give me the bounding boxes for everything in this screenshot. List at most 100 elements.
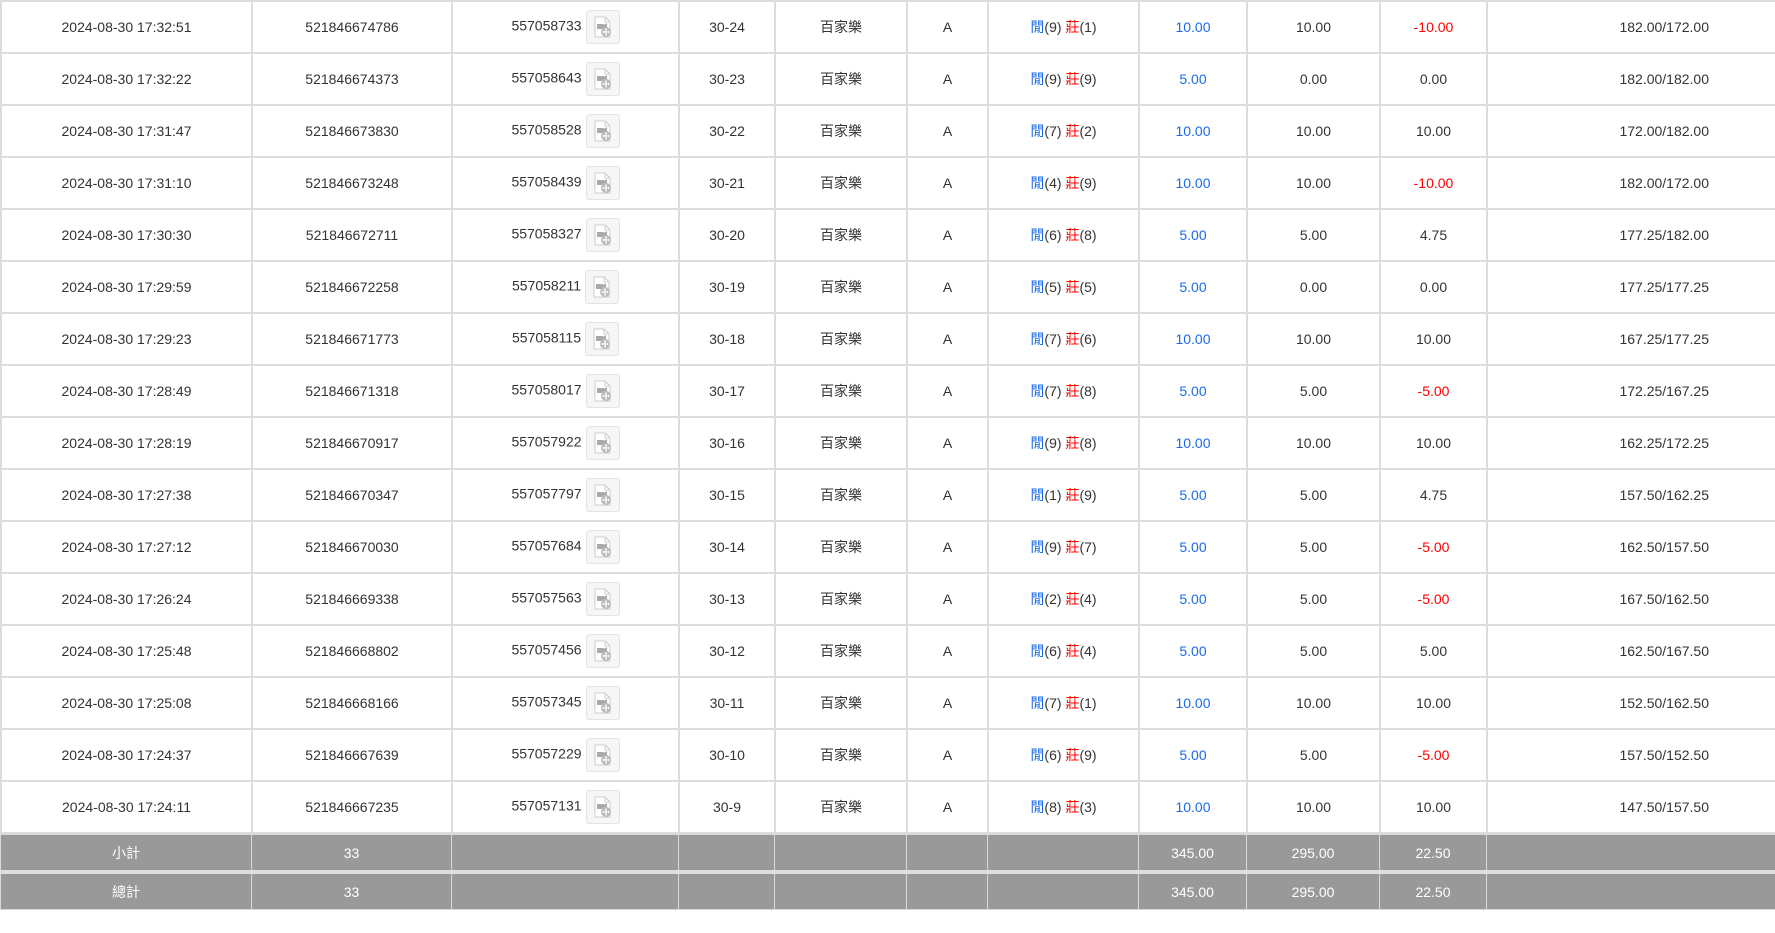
table-name: A: [906, 260, 989, 314]
banker-label: 莊: [1065, 487, 1080, 503]
bet-id: 521846670917: [251, 416, 453, 470]
round-id: 557058211: [451, 260, 680, 314]
balance-before-after: 162.25/172.25: [1486, 416, 1775, 470]
video-file-icon[interactable]: [585, 582, 620, 616]
game-type: 百家樂: [774, 364, 908, 418]
game-type: 百家樂: [774, 728, 908, 782]
subtotal-valid: 295.00: [1246, 834, 1380, 874]
shoe-round: 30-20: [678, 208, 776, 262]
bet-amount[interactable]: 5.00: [1138, 572, 1248, 626]
bet-id: 521846674373: [251, 52, 453, 106]
player-label: 閒: [1030, 71, 1045, 87]
video-file-icon[interactable]: [585, 530, 620, 564]
bet-id: 521846671773: [251, 312, 453, 366]
video-file-icon[interactable]: [585, 322, 620, 356]
bet-id: 521846672711: [251, 208, 453, 262]
game-type: 百家樂: [774, 104, 908, 158]
table-row: 2024-08-30 17:29:23 521846671773 5570581…: [0, 312, 1775, 366]
video-file-icon[interactable]: [585, 270, 620, 304]
bet-amount[interactable]: 5.00: [1138, 364, 1248, 418]
result: 閒(8) 莊(3): [987, 780, 1140, 834]
bet-amount[interactable]: 10.00: [1138, 312, 1248, 366]
player-score: (6): [1044, 747, 1062, 763]
bet-amount[interactable]: 5.00: [1138, 728, 1248, 782]
bet-amount[interactable]: 10.00: [1138, 780, 1248, 834]
video-file-icon[interactable]: [585, 426, 620, 460]
video-file-icon[interactable]: [585, 738, 620, 772]
balance-before-after: 157.50/162.25: [1486, 468, 1775, 522]
player-label: 閒: [1030, 539, 1045, 555]
round-id: 557057563: [451, 572, 680, 626]
bet-id: 521846670030: [251, 520, 453, 574]
video-file-icon[interactable]: [585, 790, 620, 824]
bet-amount[interactable]: 5.00: [1138, 520, 1248, 574]
video-file-icon[interactable]: [585, 114, 620, 148]
round-id-text: 557057922: [511, 433, 582, 450]
bet-time: 2024-08-30 17:26:24: [0, 572, 253, 626]
table-name: A: [906, 104, 989, 158]
bet-amount[interactable]: 10.00: [1138, 416, 1248, 470]
round-id: 557058439: [451, 156, 680, 210]
bet-time: 2024-08-30 17:24:37: [0, 728, 253, 782]
table-row: 2024-08-30 17:30:30 521846672711 5570583…: [0, 208, 1775, 262]
player-score: (6): [1044, 227, 1062, 243]
balance-before-after: 177.25/177.25: [1486, 260, 1775, 314]
round-id: 557058327: [451, 208, 680, 262]
win-loss: -10.00: [1379, 156, 1488, 210]
bet-amount[interactable]: 5.00: [1138, 260, 1248, 314]
video-file-icon[interactable]: [585, 166, 620, 200]
summary-table: 小計 33 345.00 295.00 22.50 總計 33 345.00 2…: [0, 834, 1775, 910]
bet-time: 2024-08-30 17:27:12: [0, 520, 253, 574]
subtotal-label: 小計: [0, 834, 252, 874]
bet-amount[interactable]: 5.00: [1138, 624, 1248, 678]
table-name: A: [906, 780, 989, 834]
valid-bet: 10.00: [1246, 416, 1381, 470]
video-file-icon[interactable]: [585, 686, 620, 720]
result: 閒(5) 莊(5): [987, 260, 1140, 314]
banker-score: (7): [1079, 539, 1097, 555]
table-name: A: [906, 0, 989, 54]
valid-bet: 0.00: [1246, 52, 1381, 106]
total-win: 22.50: [1379, 871, 1487, 910]
total-bet: 345.00: [1138, 871, 1247, 910]
video-file-icon[interactable]: [585, 478, 620, 512]
table-row: 2024-08-30 17:27:12 521846670030 5570576…: [0, 520, 1775, 574]
table-name: A: [906, 520, 989, 574]
bet-amount[interactable]: 10.00: [1138, 676, 1248, 730]
bet-amount[interactable]: 10.00: [1138, 104, 1248, 158]
round-id-text: 557057797: [511, 485, 582, 502]
table-row: 2024-08-30 17:25:48 521846668802 5570574…: [0, 624, 1775, 678]
game-type: 百家樂: [774, 624, 908, 678]
video-file-icon[interactable]: [585, 634, 620, 668]
video-file-icon[interactable]: [585, 218, 620, 252]
bet-time: 2024-08-30 17:29:23: [0, 312, 253, 366]
bet-amount[interactable]: 5.00: [1138, 208, 1248, 262]
shoe-round: 30-19: [678, 260, 776, 314]
round-id: 557057229: [451, 728, 680, 782]
bet-amount[interactable]: 10.00: [1138, 156, 1248, 210]
banker-label: 莊: [1065, 695, 1080, 711]
table-name: A: [906, 52, 989, 106]
game-type: 百家樂: [774, 572, 908, 626]
banker-label: 莊: [1065, 71, 1080, 87]
win-loss: -5.00: [1379, 364, 1488, 418]
bet-amount[interactable]: 5.00: [1138, 468, 1248, 522]
round-id-text: 557058643: [511, 69, 582, 86]
result: 閒(2) 莊(4): [987, 572, 1140, 626]
table-name: A: [906, 676, 989, 730]
bet-amount[interactable]: 5.00: [1138, 52, 1248, 106]
video-file-icon[interactable]: [585, 10, 620, 44]
game-type: 百家樂: [774, 208, 908, 262]
win-loss: 4.75: [1379, 208, 1488, 262]
round-id-text: 557058017: [511, 381, 582, 398]
table-name: A: [906, 312, 989, 366]
banker-label: 莊: [1065, 591, 1080, 607]
player-score: (6): [1044, 643, 1062, 659]
banker-score: (6): [1079, 331, 1097, 347]
bet-amount[interactable]: 10.00: [1138, 0, 1248, 54]
balance-before-after: 177.25/182.00: [1486, 208, 1775, 262]
video-file-icon[interactable]: [585, 62, 620, 96]
video-file-icon[interactable]: [585, 374, 620, 408]
total-label: 總計: [0, 871, 252, 910]
valid-bet: 0.00: [1246, 260, 1381, 314]
